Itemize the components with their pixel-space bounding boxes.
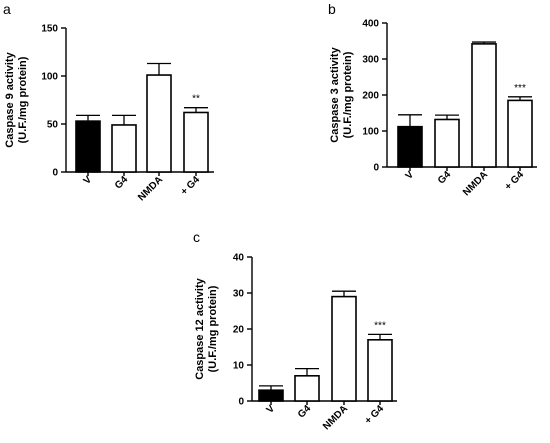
bar bbox=[434, 118, 460, 168]
y-axis-label: Caspase 9 activity(U.F./mg protein) bbox=[4, 51, 29, 147]
bar bbox=[507, 99, 533, 168]
bar bbox=[397, 125, 423, 168]
y-axis-label: Caspase 3 activity(U.F./mg protein) bbox=[329, 46, 354, 142]
x-tick-label: G4 bbox=[436, 169, 454, 187]
bar bbox=[75, 120, 101, 173]
y-tick-label: 20 bbox=[233, 325, 245, 336]
panel-letter: a bbox=[3, 1, 11, 17]
bar bbox=[367, 338, 393, 402]
panel-letter: b bbox=[328, 1, 336, 17]
panel-letter: c bbox=[193, 229, 200, 245]
panel-a: a Caspase 9 activity(U.F./mg protein) 0 50 1… bbox=[3, 1, 214, 203]
y-tick-label: 10 bbox=[233, 361, 245, 372]
x-tick-label: + G4 bbox=[363, 403, 387, 427]
y-axis-label-line1: Caspase 12 activity bbox=[194, 277, 206, 379]
bar bbox=[331, 295, 357, 402]
y-axis-label-line1: Caspase 9 activity bbox=[4, 51, 16, 147]
significance-marker: ** bbox=[192, 94, 200, 105]
y-axis-label-line2: (U.F./mg protein) bbox=[207, 285, 219, 372]
x-tick-label: NMDA bbox=[321, 403, 350, 432]
significance-marker: *** bbox=[514, 83, 526, 94]
bar bbox=[146, 74, 172, 173]
panel-c: c Caspase 12 activity(U.F./mg protein) 0 10… bbox=[193, 229, 397, 432]
x-tick-label: G4 bbox=[296, 403, 314, 421]
y-tick-label: 50 bbox=[47, 120, 59, 131]
x-tick-label: NMDA bbox=[461, 169, 490, 198]
bar bbox=[471, 43, 497, 168]
y-tick-label: 40 bbox=[233, 253, 245, 264]
y-tick-label: 100 bbox=[362, 127, 379, 138]
y-axis-label-line2: (U.F./mg protein) bbox=[17, 56, 29, 143]
bar bbox=[111, 124, 137, 173]
y-tick-label: 300 bbox=[362, 55, 379, 66]
y-axis-label: Caspase 12 activity(U.F./mg protein) bbox=[194, 277, 219, 379]
bar bbox=[258, 389, 284, 402]
y-tick-label: 400 bbox=[362, 19, 379, 30]
x-tick-label: + G4 bbox=[179, 174, 203, 198]
y-tick-label: 200 bbox=[362, 91, 379, 102]
y-tick-label: 0 bbox=[373, 163, 379, 174]
y-axis-label-line2: (U.F./mg protein) bbox=[342, 51, 354, 138]
y-tick-label: 150 bbox=[41, 24, 58, 35]
y-axis-label-line1: Caspase 3 activity bbox=[329, 46, 341, 142]
x-tick-label: V bbox=[265, 403, 278, 416]
bar bbox=[183, 111, 209, 173]
x-tick-label: V bbox=[404, 169, 417, 182]
x-tick-label: NMDA bbox=[136, 174, 165, 203]
panel-b: b Caspase 3 activity(U.F./mg protein) 0 100… bbox=[328, 1, 537, 198]
x-tick-label: V bbox=[82, 174, 95, 187]
y-tick-label: 0 bbox=[238, 397, 244, 408]
x-tick-label: G4 bbox=[113, 174, 131, 192]
bar bbox=[294, 374, 320, 402]
y-tick-label: 30 bbox=[233, 289, 245, 300]
x-tick-label: + G4 bbox=[503, 169, 527, 193]
significance-marker: *** bbox=[374, 320, 386, 331]
y-tick-label: 0 bbox=[52, 168, 58, 179]
y-tick-label: 100 bbox=[41, 72, 58, 83]
